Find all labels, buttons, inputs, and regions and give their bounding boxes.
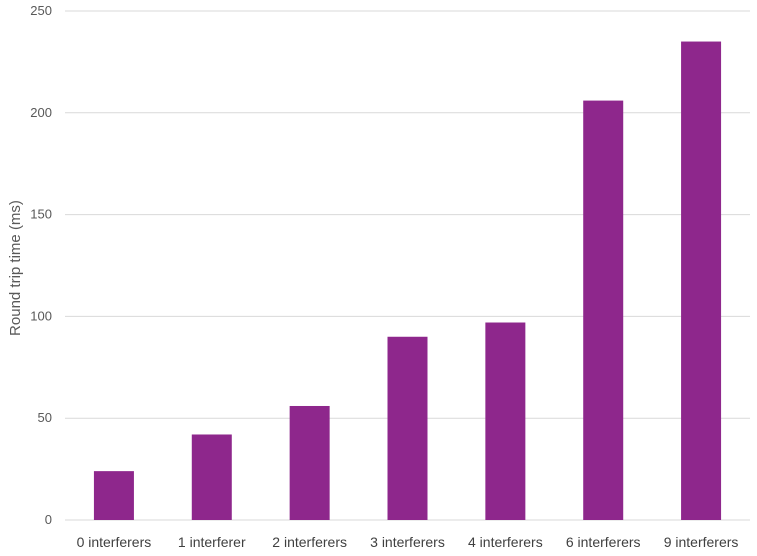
bars	[93, 41, 722, 521]
y-tick-label: 100	[30, 308, 52, 323]
bar-2-interferers	[289, 405, 330, 520]
x-axis-labels: 0 interferers 1 interferer 2 interferers 3 …	[77, 534, 739, 550]
y-tick-label: 50	[38, 410, 52, 425]
bar-1-interferer	[191, 434, 232, 520]
y-axis-title: Round trip time (ms)	[7, 200, 24, 336]
y-tick-label: 250	[30, 3, 52, 18]
y-tick-label: 0	[45, 512, 52, 527]
x-category-label: 3 interferers	[370, 534, 445, 550]
x-category-label: 6 interferers	[566, 534, 641, 550]
x-category-label: 9 interferers	[664, 534, 739, 550]
y-tick-label: 200	[30, 105, 52, 120]
y-axis-ticks: 0 50 100 150 200 250	[30, 3, 52, 527]
bar-6-interferers	[583, 100, 624, 521]
bar-4-interferers	[485, 322, 526, 520]
bar-9-interferers	[681, 41, 722, 520]
x-category-label: 0 interferers	[77, 534, 152, 550]
x-category-label: 2 interferers	[272, 534, 347, 550]
x-category-label: 4 interferers	[468, 534, 543, 550]
x-category-label: 1 interferer	[178, 534, 246, 550]
bar-0-interferers	[93, 471, 134, 520]
y-tick-label: 150	[30, 207, 52, 222]
bar-3-interferers	[387, 336, 428, 520]
gridlines	[65, 10, 750, 521]
